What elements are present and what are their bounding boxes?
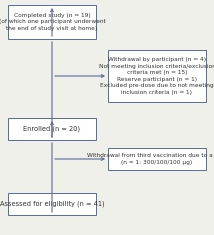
Bar <box>108 50 206 102</box>
Bar <box>8 118 96 140</box>
Bar <box>108 148 206 170</box>
Text: Withdrawal by participant (n = 4)
Not meeting inclusion criteria/exclusion
crite: Withdrawal by participant (n = 4) Not me… <box>99 57 214 95</box>
Text: Enrolled (n = 20): Enrolled (n = 20) <box>24 126 80 132</box>
Text: Withdrawal from third vaccination due to a SAE
(n = 1: 300/100/100 μg): Withdrawal from third vaccination due to… <box>87 153 214 165</box>
Bar <box>8 5 96 39</box>
Bar <box>8 193 96 215</box>
Text: Assessed for eligibility (n = 41): Assessed for eligibility (n = 41) <box>0 201 104 207</box>
Text: Completed study (n = 19)
(of which one participant underwent
the end of study vi: Completed study (n = 19) (of which one p… <box>0 13 105 31</box>
